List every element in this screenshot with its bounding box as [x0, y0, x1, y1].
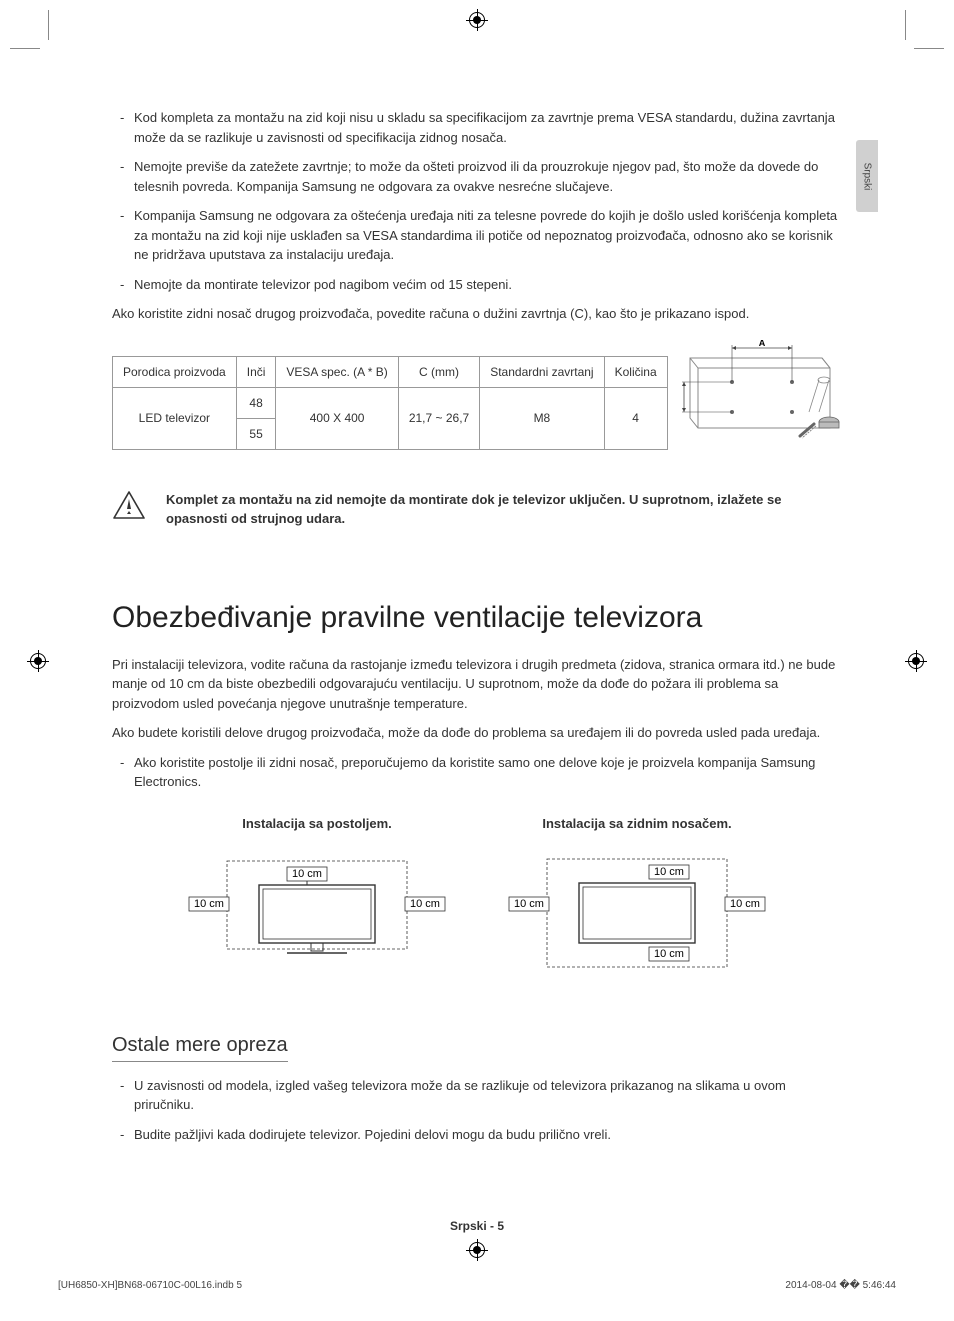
crop-mark [10, 48, 40, 49]
list-item: Kompanija Samsung ne odgovara za oštećen… [112, 206, 842, 265]
svg-text:10 cm: 10 cm [654, 866, 684, 878]
diagrams-row: Instalacija sa postoljem. 10 cm 10 cm 10… [112, 816, 842, 984]
crop-mark [914, 48, 944, 49]
table-cell: M8 [480, 387, 604, 449]
table-header: Inči [236, 356, 276, 387]
print-mark-left [30, 653, 46, 669]
list-item: Kod kompleta za montažu na zid koji nisu… [112, 108, 842, 147]
section-heading: Obezbeđivanje pravilne ventilacije telev… [112, 601, 842, 635]
top-bullet-list: Kod kompleta za montažu na zid koji nisu… [112, 108, 842, 294]
table-cell: 21,7 ~ 26,7 [398, 387, 479, 449]
diagram-title: Instalacija sa zidnim nosačem. [507, 816, 767, 831]
crop-mark [48, 10, 49, 40]
vesa-diagram: A B [682, 340, 842, 440]
table-header: Porodica proizvoda [113, 356, 237, 387]
print-timestamp: 2014-08-04 �� 5:46:44 [785, 1280, 896, 1291]
page-footer: Srpski - 5 [0, 1219, 954, 1233]
body-text: Ako budete koristili delove drugog proiz… [112, 723, 842, 743]
svg-text:10 cm: 10 cm [730, 898, 760, 910]
crop-mark [905, 10, 906, 40]
table-header: Količina [604, 356, 667, 387]
vent-bullet-list: Ako koristite postolje ili zidni nosač, … [112, 753, 842, 792]
warning-block: Komplet za montažu na zid nemojte da mon… [112, 490, 842, 529]
list-item: Nemojte previše da zatežete zavrtnje; to… [112, 157, 842, 196]
print-mark-top [469, 12, 485, 28]
svg-text:10 cm: 10 cm [514, 898, 544, 910]
body-text: Ako koristite zidni nosač drugog proizvo… [112, 304, 842, 324]
print-mark-right [908, 653, 924, 669]
table-cell: 48 [236, 387, 276, 418]
wall-install-diagram: 10 cm 10 cm 10 cm 10 cm [507, 841, 767, 981]
subsection-heading: Ostale mere opreza [112, 1034, 288, 1062]
list-item: Budite pažljivi kada dodirujete televizo… [112, 1125, 842, 1145]
language-tab: Srpski [856, 140, 878, 212]
svg-text:10 cm: 10 cm [410, 898, 440, 910]
list-item: U zavisnosti od modela, izgled vašeg tel… [112, 1076, 842, 1115]
table-cell: LED televizor [113, 387, 237, 449]
table-header: VESA spec. (A * B) [276, 356, 398, 387]
spec-table: Porodica proizvoda Inči VESA spec. (A * … [112, 356, 668, 450]
warning-icon [112, 490, 146, 520]
table-cell: 4 [604, 387, 667, 449]
svg-text:10 cm: 10 cm [194, 898, 224, 910]
svg-text:A: A [758, 340, 765, 348]
print-mark-bottom [469, 1242, 485, 1258]
list-item: Ako koristite postolje ili zidni nosač, … [112, 753, 842, 792]
stand-install-diagram: 10 cm 10 cm 10 cm [187, 841, 447, 981]
body-text: Pri instalaciji televizora, vodite račun… [112, 655, 842, 714]
table-cell: 400 X 400 [276, 387, 398, 449]
table-header: C (mm) [398, 356, 479, 387]
table-header: Standardni zavrtanj [480, 356, 604, 387]
warning-text: Komplet za montažu na zid nemojte da mon… [166, 490, 842, 529]
table-cell: 55 [236, 418, 276, 449]
bottom-bullet-list: U zavisnosti od modela, izgled vašeg tel… [112, 1076, 842, 1145]
print-file-name: [UH6850-XH]BN68-06710C-00L16.indb 5 [58, 1280, 242, 1291]
svg-text:10 cm: 10 cm [292, 868, 322, 880]
page-content: Kod kompleta za montažu na zid koji nisu… [112, 108, 842, 1154]
list-item: Nemojte da montirate televizor pod nagib… [112, 275, 842, 295]
svg-text:10 cm: 10 cm [654, 948, 684, 960]
diagram-title: Instalacija sa postoljem. [187, 816, 447, 831]
print-footer: [UH6850-XH]BN68-06710C-00L16.indb 5 2014… [58, 1280, 896, 1291]
